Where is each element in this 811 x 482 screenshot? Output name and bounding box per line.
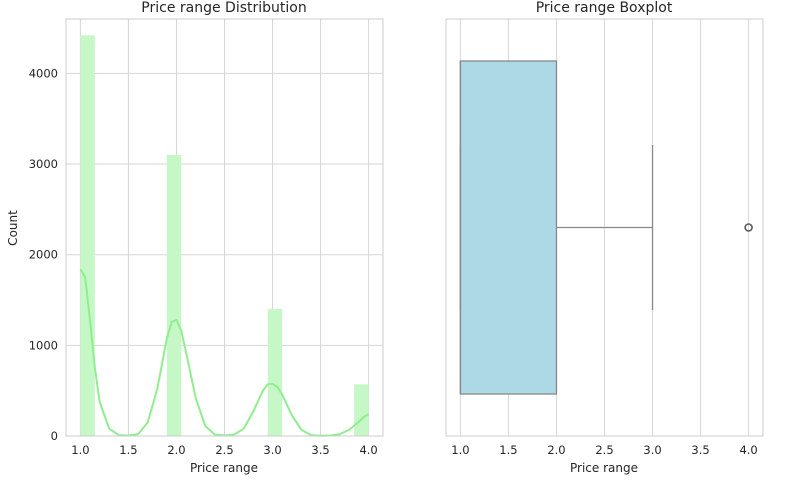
x-tick-label: 1.0 xyxy=(71,443,89,457)
histogram-x-ticks: 1.0 1.5 2.0 2.5 3.0 3.5 4.0 xyxy=(71,443,377,457)
y-tick-label: 4000 xyxy=(29,66,58,80)
outlier-point xyxy=(744,223,753,232)
histogram-panel: Price range Distribution 1.0 1.5 2.0 2.5 3.0… xyxy=(6,0,384,475)
boxplot-elements xyxy=(459,60,753,395)
x-tick-label: 1.5 xyxy=(499,443,517,457)
y-tick-label: 3000 xyxy=(29,157,58,171)
histogram-bar xyxy=(80,35,95,437)
boxplot-title: Price range Boxplot xyxy=(536,0,673,16)
histogram-title: Price range Distribution xyxy=(141,0,306,16)
boxplot-x-ticks: 1.0 1.5 2.0 2.5 3.0 3.5 4.0 xyxy=(451,443,757,457)
x-tick-label: 2.5 xyxy=(595,443,613,457)
histogram-x-label: Price range xyxy=(190,461,258,475)
x-tick-label: 2.0 xyxy=(547,443,565,457)
x-tick-label: 2.5 xyxy=(215,443,233,457)
x-tick-label: 3.0 xyxy=(263,443,281,457)
histogram-y-label: Count xyxy=(6,210,20,246)
boxplot-panel: Price range Boxplot 1.0 1.5 2.0 2.5 3.0 3.5 4.… xyxy=(445,0,764,475)
x-tick-label: 3.0 xyxy=(643,443,661,457)
histogram-frame xyxy=(65,18,384,437)
boxplot-x-label: Price range xyxy=(570,461,638,475)
x-tick-label: 4.0 xyxy=(739,443,757,457)
x-tick-label: 2.0 xyxy=(167,443,185,457)
x-tick-label: 3.5 xyxy=(311,443,329,457)
x-tick-label: 1.0 xyxy=(451,443,469,457)
x-tick-label: 3.5 xyxy=(691,443,709,457)
histogram-bar xyxy=(354,384,369,436)
boxplot-frame xyxy=(445,18,764,437)
x-tick-label: 1.5 xyxy=(119,443,137,457)
x-tick-label: 4.0 xyxy=(359,443,377,457)
box xyxy=(459,60,558,395)
histogram-bar xyxy=(267,309,283,436)
y-tick-label: 0 xyxy=(51,429,58,443)
histogram-bar xyxy=(166,154,182,436)
histogram-gridlines xyxy=(66,19,383,437)
y-tick-label: 2000 xyxy=(29,248,58,262)
y-tick-label: 1000 xyxy=(29,338,58,352)
histogram-y-ticks: 0 1000 2000 3000 4000 xyxy=(29,66,58,443)
